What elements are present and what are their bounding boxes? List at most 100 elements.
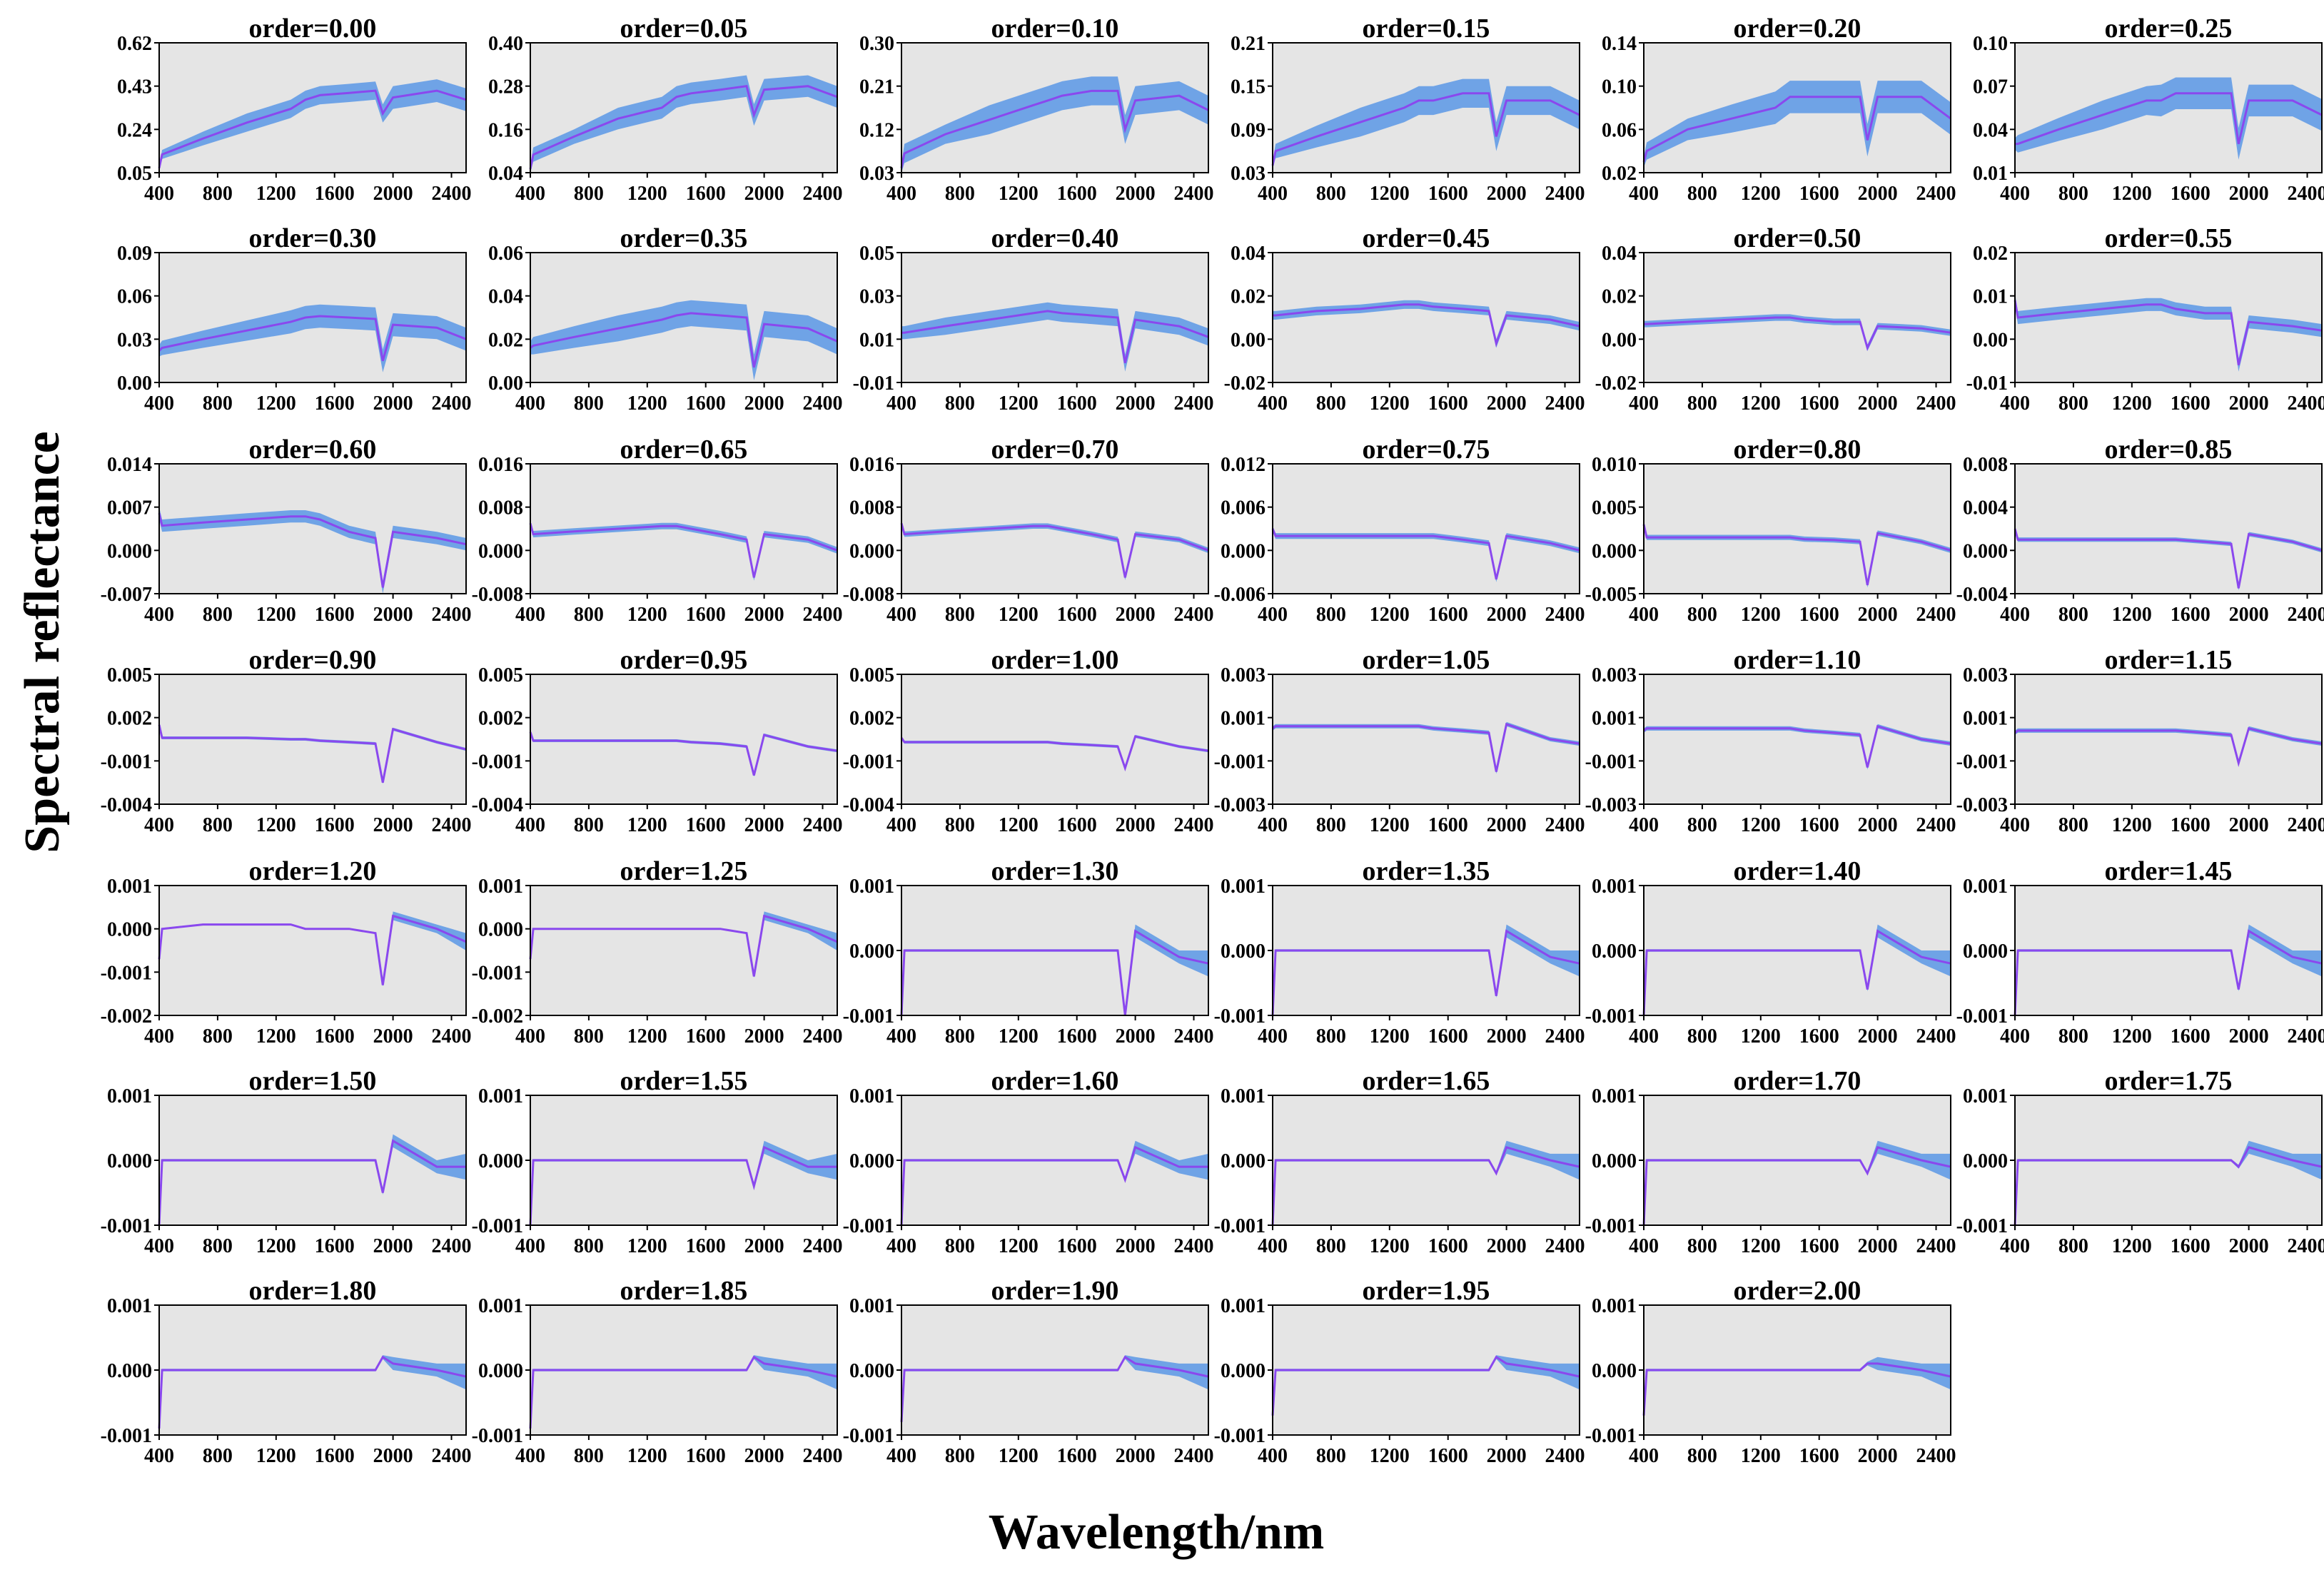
subplot-title: order=0.25: [2105, 14, 2233, 44]
y-tick-label: 0.01: [1973, 163, 2008, 185]
subplot-title: order=1.65: [1363, 1066, 1490, 1096]
x-tick-label: 2000: [1487, 604, 1527, 626]
y-tick-label: -0.008: [472, 584, 523, 606]
x-tick-label: 800: [2058, 1235, 2088, 1257]
x-tick-label: 1600: [1428, 392, 1468, 415]
x-tick-label: 2400: [1916, 1235, 1956, 1257]
subplot: order=1.45 -0.001 0.000 0.001 400 800 1200 1600…: [1956, 856, 2324, 1048]
x-tick-label: 800: [203, 814, 233, 836]
x-tick-label: 1200: [999, 814, 1039, 836]
mean-line: [1642, 524, 1951, 586]
plot-frame: [530, 252, 838, 383]
x-tick-label: 2000: [1858, 392, 1898, 415]
x-tick-label: 1600: [1799, 604, 1839, 626]
x-tick-label: 1600: [1799, 183, 1839, 205]
x-tick-label: 400: [1629, 183, 1659, 205]
subplot: order=0.95 -0.004 -0.001 0.002 0.005 400 800 12…: [472, 645, 843, 836]
plot-frame: [2014, 674, 2323, 805]
x-tick-label: 1200: [627, 604, 667, 626]
x-tick-label: 400: [144, 1025, 174, 1048]
mean-line: [1643, 724, 1951, 768]
y-tick-label: 0.07: [1973, 76, 2008, 98]
y-tick-label: 0.000: [1963, 1150, 2008, 1172]
y-tick-label: 0.06: [1602, 119, 1637, 141]
x-tick-label: 2000: [1487, 814, 1527, 836]
subplot: order=1.50 -0.001 0.000 0.001 400 800 1200 1600…: [101, 1066, 472, 1257]
x-tick-label: 2000: [373, 1235, 413, 1257]
y-tick-label: -0.001: [843, 1215, 894, 1237]
plot-frame: [1643, 42, 1951, 173]
x-tick-label: 1200: [256, 183, 296, 205]
x-tick-label: 2000: [744, 814, 784, 836]
subplot: order=0.60 -0.007 0.000 0.007 0.014 400 800 120…: [101, 435, 472, 626]
y-tick-label: 0.000: [1963, 540, 2008, 562]
plot-frame: [901, 252, 1209, 383]
mean-line: [2014, 929, 2323, 1016]
x-tick-label: 2000: [2229, 604, 2269, 626]
y-tick-label: -0.004: [843, 794, 894, 816]
std-band: [2015, 77, 2322, 160]
x-tick-label: 400: [886, 604, 916, 626]
subplot-title: order=0.95: [620, 645, 748, 675]
plot-frame: [158, 885, 467, 1016]
y-tick-label: 0.016: [849, 454, 894, 476]
subplot: order=1.30 -0.001 0.000 0.001 400 800 1200 1600…: [843, 856, 1214, 1048]
x-tick-label: 2400: [432, 604, 472, 626]
y-tick-label: -0.004: [1956, 584, 2008, 606]
x-tick-label: 2400: [1174, 1235, 1214, 1257]
x-tick-label: 2400: [1174, 814, 1214, 836]
y-tick-label: 0.001: [1221, 708, 1265, 730]
y-tick-label: -0.001: [472, 962, 523, 984]
x-tick-label: 2000: [373, 604, 413, 626]
x-tick-label: 2400: [1916, 1025, 1956, 1048]
x-tick-label: 2000: [744, 1445, 784, 1467]
y-tick-label: 0.10: [1973, 33, 2008, 55]
subplot: order=1.25 -0.002 -0.001 0.000 0.001 400 800 12…: [472, 856, 843, 1048]
subplot-grid: order=0.00 0.05 0.24 0.43 0.62 400 800 1200 1600…: [101, 14, 2324, 1467]
subplot-title: order=0.15: [1363, 14, 1490, 44]
x-tick-label: 1600: [1799, 392, 1839, 415]
x-tick-label: 800: [574, 604, 604, 626]
x-tick-label: 2400: [1174, 604, 1214, 626]
y-tick-label: 0.000: [1592, 1150, 1637, 1172]
x-tick-label: 2400: [2288, 814, 2324, 836]
subplot: order=0.70 -0.008 0.000 0.008 0.016 400 800 120…: [843, 435, 1214, 626]
plot-frame: [158, 42, 467, 173]
subplot: order=0.75 -0.006 0.000 0.006 0.012 400 800 120…: [1214, 435, 1585, 626]
x-tick-label: 400: [515, 392, 545, 415]
x-tick-label: 1600: [2171, 604, 2211, 626]
y-tick-label: 0.012: [1221, 454, 1265, 476]
x-tick-label: 2000: [2229, 1025, 2269, 1048]
subplot-title: order=1.55: [620, 1066, 748, 1096]
x-tick-label: 1600: [2171, 1025, 2211, 1048]
x-tick-label: 400: [2000, 392, 2030, 415]
mean-line: [2014, 1146, 2323, 1226]
x-tick-label: 400: [144, 183, 174, 205]
mean-line: [2014, 300, 2323, 366]
x-tick-label: 2000: [2229, 183, 2269, 205]
x-tick-label: 2400: [803, 604, 843, 626]
y-tick-label: 0.14: [1602, 33, 1637, 55]
x-tick-label: 2400: [2288, 1235, 2324, 1257]
y-tick-label: 0.28: [488, 76, 523, 98]
x-tick-label: 400: [144, 1445, 174, 1467]
y-tick-label: 0.01: [859, 329, 894, 351]
subplot: order=0.10 0.03 0.12 0.21 0.30 400 800 1200 1600…: [859, 14, 1214, 205]
y-tick-label: -0.001: [1956, 751, 2008, 773]
x-tick-label: 1600: [1428, 604, 1468, 626]
x-tick-label: 400: [1629, 1235, 1659, 1257]
y-tick-label: 0.16: [488, 119, 523, 141]
plot-frame: [1272, 252, 1580, 383]
x-tick-label: 800: [1687, 183, 1717, 205]
plot-frame: [2014, 42, 2323, 173]
x-tick-label: 2400: [1916, 604, 1956, 626]
subplot: order=0.90 -0.004 -0.001 0.002 0.005 400 800 12…: [101, 645, 472, 836]
x-tick-label: 2400: [1916, 1445, 1956, 1467]
y-tick-label: -0.001: [1585, 751, 1637, 773]
y-tick-label: 0.003: [1592, 664, 1637, 686]
subplot: order=1.65 -0.001 0.000 0.001 400 800 1200 1600…: [1214, 1066, 1585, 1257]
y-tick-label: -0.001: [472, 1215, 523, 1237]
mean-line: [1642, 929, 1951, 1016]
y-tick-label: 0.001: [1592, 1295, 1637, 1317]
plot-frame: [530, 463, 838, 594]
